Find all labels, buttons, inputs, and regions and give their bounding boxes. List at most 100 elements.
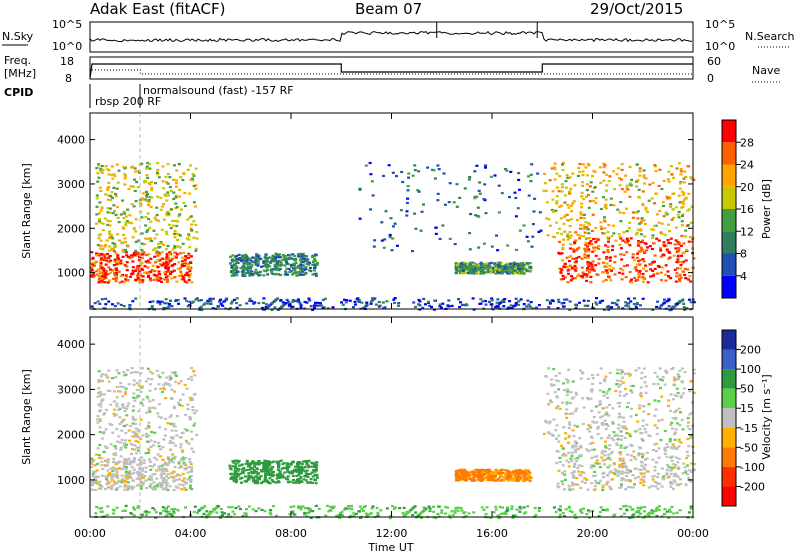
echo-cell [615,442,619,445]
echo-cell [126,484,130,488]
echo-cell [625,237,629,240]
echo-cell [574,249,578,252]
echo-cell [617,416,621,419]
echo-cell [603,378,607,381]
echo-cell [667,223,670,226]
echo-cell [600,452,604,455]
echo-cell [671,487,675,491]
echo-cell [658,306,662,309]
echo-cell [529,301,533,304]
echo-cell [162,271,166,274]
echo-cell [113,468,117,471]
echo-cell [244,462,248,465]
echo-cell [255,253,258,256]
echo-cell [679,180,683,184]
echo-cell [183,297,187,300]
echo-cell [581,422,585,425]
echo-cell [96,421,100,424]
echo-cell [113,408,117,411]
echo-cell [486,264,490,267]
echo-cell [126,245,130,248]
echo-cell [684,229,688,232]
echo-cell [668,409,672,412]
echo-cell [293,299,297,302]
echo-cell [178,195,182,198]
echo-cell [116,254,120,257]
echo-cell [247,262,251,265]
power-colorbar-segment [722,209,736,232]
echo-cell [689,240,693,243]
echo-cell [126,369,130,372]
echo-cell [581,163,585,166]
echo-cell [604,446,608,449]
echo-cell [542,189,546,192]
echo-cell [655,432,659,436]
echo-cell [159,474,163,477]
echo-cell [577,470,581,473]
echo-cell [619,372,623,375]
echo-cell [661,253,665,256]
echo-cell [667,250,671,253]
echo-cell [314,482,318,485]
echo-cell [689,480,693,483]
echo-cell [114,192,118,196]
echo-cell [630,444,634,447]
echo-cell [657,239,661,242]
echo-cell [97,237,101,240]
echo-cell [597,262,601,265]
echo-cell [303,254,307,258]
echo-cell [610,450,614,454]
echo-cell [185,299,189,303]
echo-cell [203,302,207,305]
echo-cell [121,199,125,202]
echo-cell [268,265,272,268]
echo-cell [652,242,656,245]
echo-cell [181,479,185,482]
echo-cell [144,237,148,240]
echo-cell [104,373,108,376]
echo-cell [393,297,397,300]
echo-cell [639,391,643,394]
echo-cell [173,475,177,478]
echo-cell [238,477,242,480]
echo-cell [643,375,647,378]
echo-cell [692,368,696,371]
echo-cell [617,423,621,426]
echo-cell [137,264,141,268]
echo-cell [599,225,603,228]
echo-cell [474,474,478,477]
echo-cell [99,189,103,192]
echo-cell [235,274,239,277]
echo-cell [305,258,309,261]
echo-cell [554,374,558,377]
echo-cell [489,472,493,475]
echo-cell [586,228,590,231]
echo-cell [164,428,167,431]
echo-cell [159,455,162,458]
echo-cell [678,187,682,190]
echo-cell [638,174,642,177]
echo-cell [172,191,176,194]
echo-cell [625,406,629,409]
echo-cell [184,255,187,258]
echo-cell [621,381,625,384]
echo-cell [555,221,559,224]
echo-cell [164,397,168,400]
echo-cell [471,269,475,272]
echo-cell [588,185,592,188]
echo-cell [275,460,279,463]
echo-cell [108,236,112,240]
echo-cell [120,421,124,424]
echo-cell [164,230,168,233]
echo-cell [578,162,582,166]
echo-cell [110,478,114,482]
echo-cell [345,299,349,302]
echo-cell [100,266,104,269]
echo-cell [136,186,140,189]
echo-cell [641,272,645,276]
echo-cell [278,471,282,475]
echo-cell [616,474,620,477]
echo-cell [493,472,497,475]
echo-cell [274,259,277,262]
echo-cell [157,467,161,470]
